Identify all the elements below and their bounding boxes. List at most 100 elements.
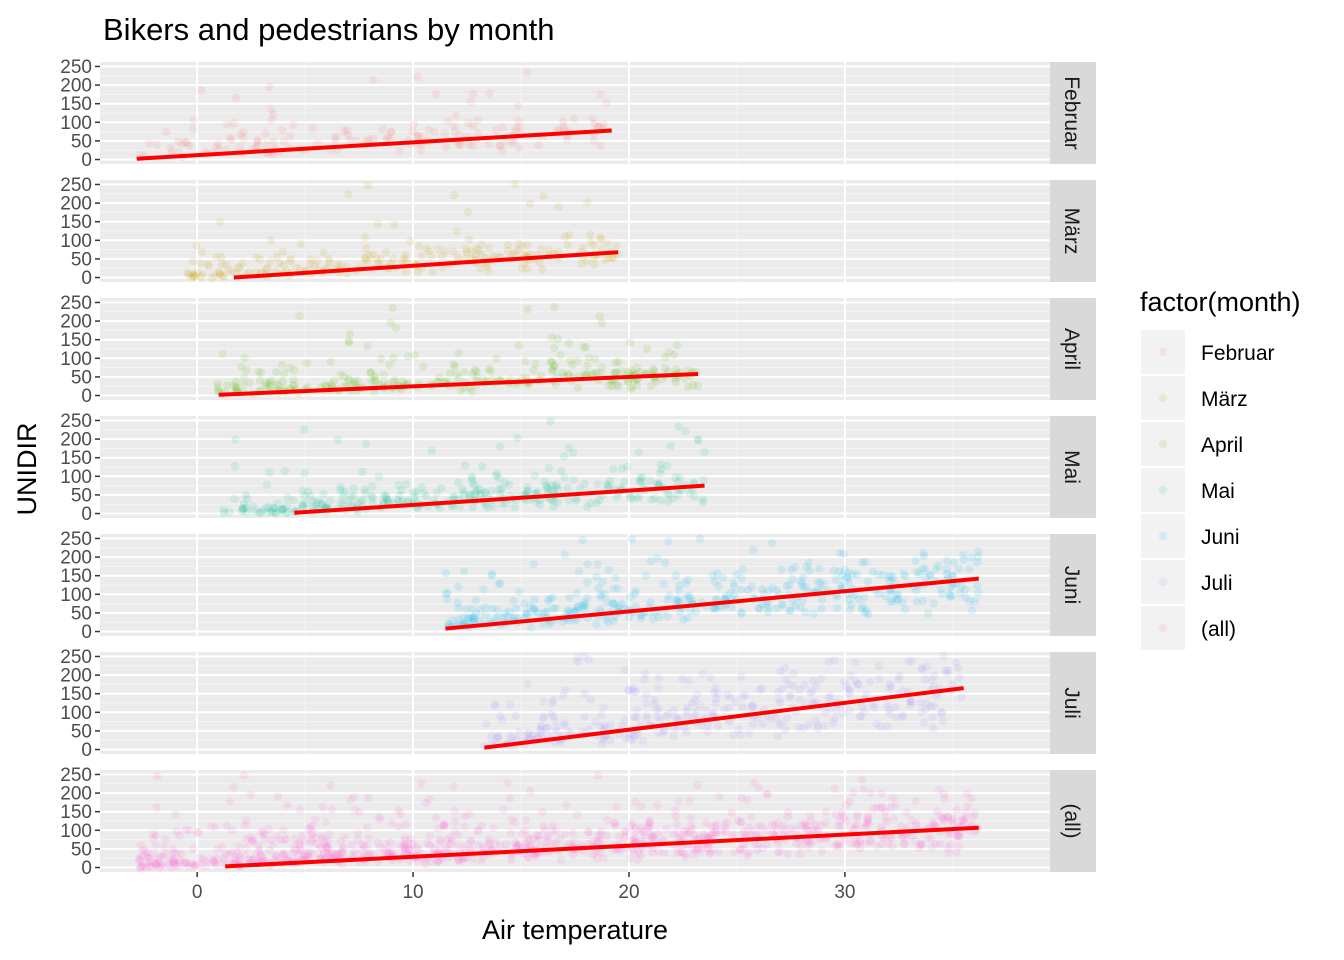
data-point bbox=[174, 137, 183, 146]
y-tick-label: 100 bbox=[60, 113, 92, 134]
data-point bbox=[521, 842, 531, 851]
data-point bbox=[346, 795, 355, 805]
data-point bbox=[776, 698, 785, 708]
data-point bbox=[636, 802, 646, 811]
data-point bbox=[421, 798, 430, 807]
data-point bbox=[145, 853, 154, 863]
data-point bbox=[182, 138, 192, 148]
data-point bbox=[513, 433, 522, 442]
data-point bbox=[291, 263, 301, 272]
data-point bbox=[572, 496, 581, 505]
data-point bbox=[914, 570, 924, 579]
data-point bbox=[267, 115, 276, 124]
data-point bbox=[278, 850, 287, 859]
data-point bbox=[201, 862, 210, 871]
data-point bbox=[466, 845, 476, 854]
data-point bbox=[605, 476, 615, 485]
data-point bbox=[623, 377, 633, 386]
data-point bbox=[611, 358, 620, 367]
data-point bbox=[703, 844, 712, 853]
data-point bbox=[525, 199, 535, 208]
legend-label: Mai bbox=[1201, 480, 1235, 503]
data-point bbox=[860, 707, 869, 716]
data-point bbox=[646, 382, 655, 391]
data-point bbox=[317, 844, 326, 853]
data-point bbox=[222, 821, 232, 831]
data-point bbox=[654, 847, 663, 856]
data-point bbox=[546, 417, 555, 426]
data-point bbox=[559, 720, 568, 730]
data-point bbox=[859, 823, 868, 833]
data-point bbox=[169, 860, 178, 869]
data-point bbox=[886, 572, 896, 581]
data-point bbox=[845, 706, 854, 715]
data-point bbox=[543, 837, 552, 847]
data-point bbox=[252, 252, 261, 262]
data-point bbox=[181, 858, 190, 868]
data-point bbox=[362, 257, 372, 266]
data-point bbox=[884, 705, 894, 714]
data-point bbox=[262, 382, 271, 391]
fit-line bbox=[233, 250, 619, 280]
data-point bbox=[714, 847, 723, 856]
data-point bbox=[592, 572, 601, 582]
data-point bbox=[494, 579, 504, 589]
fit-line bbox=[294, 483, 705, 515]
data-point bbox=[413, 268, 422, 277]
y-tick-label: 150 bbox=[60, 566, 92, 587]
legend-label: Februar bbox=[1201, 342, 1275, 365]
data-point bbox=[614, 357, 623, 366]
data-point bbox=[919, 552, 929, 561]
data-point bbox=[675, 834, 684, 843]
data-point bbox=[406, 834, 415, 843]
data-point bbox=[635, 477, 644, 486]
data-point bbox=[663, 489, 672, 498]
data-point bbox=[669, 350, 679, 359]
data-point bbox=[242, 816, 251, 825]
data-point bbox=[762, 826, 772, 835]
data-point bbox=[368, 482, 377, 491]
data-point bbox=[530, 605, 539, 614]
facet-strip-label: April bbox=[1060, 328, 1083, 370]
data-point bbox=[597, 710, 606, 719]
data-point bbox=[578, 535, 587, 545]
y-tick-label: 250 bbox=[60, 529, 92, 550]
data-point bbox=[928, 817, 938, 827]
data-point bbox=[591, 717, 600, 727]
data-point bbox=[878, 570, 888, 580]
data-point bbox=[533, 608, 543, 617]
data-point bbox=[594, 771, 603, 780]
data-point bbox=[386, 318, 395, 328]
data-point bbox=[885, 576, 894, 585]
data-point bbox=[443, 835, 452, 845]
data-point bbox=[581, 600, 590, 610]
data-point bbox=[422, 491, 431, 501]
data-point bbox=[211, 822, 220, 832]
data-point bbox=[512, 124, 521, 133]
data-point bbox=[407, 839, 416, 848]
data-point bbox=[343, 126, 352, 135]
data-point bbox=[632, 363, 642, 373]
data-point bbox=[454, 856, 463, 865]
data-point bbox=[592, 853, 601, 863]
data-point bbox=[350, 847, 360, 856]
data-point bbox=[595, 605, 605, 614]
data-point bbox=[282, 501, 291, 510]
data-point bbox=[837, 822, 846, 831]
data-point bbox=[599, 119, 608, 128]
data-point bbox=[358, 840, 367, 849]
data-point bbox=[568, 828, 577, 837]
data-point bbox=[347, 840, 356, 850]
data-point bbox=[921, 573, 931, 582]
data-point bbox=[624, 685, 633, 694]
data-point bbox=[549, 502, 558, 511]
data-point bbox=[182, 858, 191, 868]
data-point bbox=[244, 855, 253, 864]
data-point bbox=[783, 812, 792, 822]
data-point bbox=[758, 600, 767, 609]
data-point bbox=[633, 730, 642, 739]
data-point bbox=[579, 601, 588, 611]
data-point bbox=[857, 605, 866, 614]
data-point bbox=[654, 704, 664, 713]
